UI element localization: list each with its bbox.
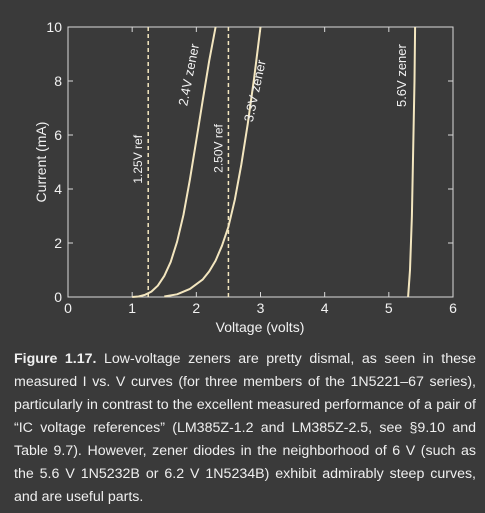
x-tick-label: 0 <box>64 300 72 316</box>
y-tick-label: 8 <box>54 73 62 89</box>
y-tick-label: 0 <box>54 289 62 305</box>
y-axis-label: Current (mA) <box>33 122 49 203</box>
series-line-2 <box>164 26 262 298</box>
x-axis-label: Voltage (volts) <box>216 319 305 335</box>
series-label: 2.4V zener <box>175 42 202 107</box>
x-tick-label: 4 <box>321 300 329 316</box>
series-line-3 <box>407 26 417 298</box>
x-tick-label: 1 <box>128 300 136 316</box>
y-tick-label: 6 <box>54 127 62 143</box>
chart: 0 1 2 3 4 5 6 0 2 4 6 8 10 2.4V zener 3.3V zener 5.6V… <box>33 19 457 335</box>
y-tick-label: 4 <box>54 181 62 197</box>
caption-lead: Figure 1.17. <box>14 351 97 367</box>
x-tick-label: 2 <box>192 300 200 316</box>
series-line-1 <box>132 26 217 298</box>
series-label: 5.6V zener <box>394 43 409 107</box>
figure-caption: Figure 1.17. Low-voltage zeners are pret… <box>14 348 476 509</box>
x-tick-label: 6 <box>449 300 457 316</box>
y-tick-label: 10 <box>46 19 62 35</box>
y-tick-label: 2 <box>54 235 62 251</box>
x-tick-label: 5 <box>385 300 393 316</box>
caption-text: Low-voltage zeners are pretty dismal, as… <box>14 351 476 505</box>
series-label: 3.3V zener <box>241 58 269 123</box>
reference-label: 2.50V ref <box>211 123 225 172</box>
x-tick-label: 3 <box>257 300 265 316</box>
reference-label: 1.25V ref <box>131 134 145 183</box>
